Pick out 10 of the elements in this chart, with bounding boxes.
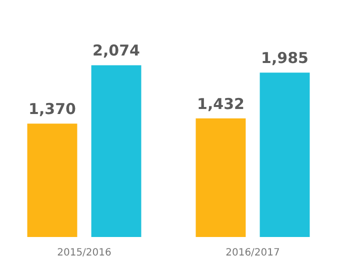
data-label: 1,432 [197,94,244,113]
bar [27,124,78,237]
bar [260,72,310,237]
data-label: 1,370 [28,100,76,118]
bar [196,118,246,237]
bar [91,65,142,237]
x-tick-label: 2016/2017 [226,248,280,259]
data-label: 2,074 [92,42,140,60]
data-label: 1,985 [261,49,308,68]
x-tick-label: 2015/2016 [57,248,112,259]
